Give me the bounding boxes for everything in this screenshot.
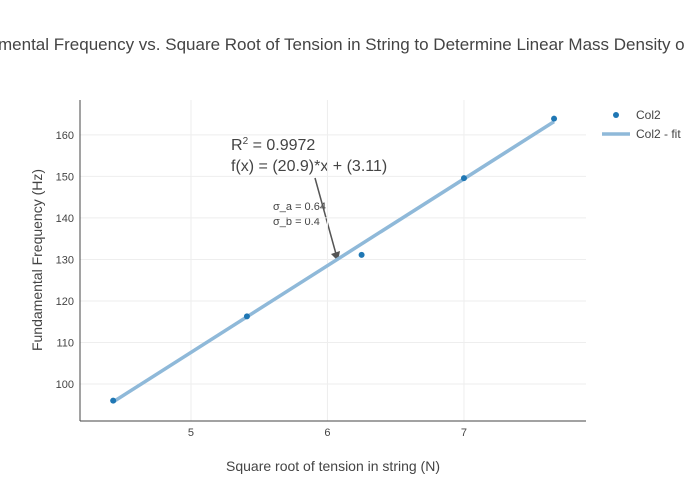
- y-tick-label: 100: [56, 379, 74, 391]
- point: [551, 115, 558, 122]
- legend-marker: [613, 112, 619, 118]
- x-tick-label: 7: [461, 427, 467, 439]
- y-tick-label: 150: [56, 171, 74, 183]
- point: [358, 251, 365, 258]
- y-tick-label: 140: [56, 213, 74, 225]
- sigma-a-annotation: σ_a = 0.64: [273, 201, 326, 213]
- y-axis-title: Fundamental Frequency (Hz): [29, 169, 45, 351]
- sigma-b-annotation: σ_b = 0.4: [273, 216, 320, 228]
- legend-label: Col2 - fit: [636, 127, 681, 141]
- point: [110, 397, 117, 404]
- r-value: = 0.9972: [248, 137, 315, 154]
- fit-annotation: f(x) = (20.9)*x + (3.11): [231, 158, 387, 175]
- y-tick-label: 120: [56, 296, 74, 308]
- point: [460, 175, 467, 182]
- x-tick-label: 6: [324, 427, 330, 439]
- y-tick-label: 160: [56, 130, 74, 142]
- r-exponent: 2: [243, 136, 249, 147]
- y-tick-label: 110: [56, 338, 74, 350]
- y-tick-label: 130: [56, 254, 74, 266]
- r-squared-annotation: R2 = 0.9972: [231, 136, 315, 154]
- legend-label: Col2: [636, 108, 661, 122]
- x-axis-title: Square root of tension in string (N): [226, 458, 440, 474]
- chart-title: mental Frequency vs. Square Root of Tens…: [0, 35, 685, 54]
- x-tick-label: 5: [188, 427, 194, 439]
- annotation-arrow: [314, 177, 337, 255]
- r-symbol: R: [231, 137, 243, 154]
- grid: [80, 100, 586, 421]
- fit-line: [112, 120, 555, 404]
- point: [243, 313, 250, 320]
